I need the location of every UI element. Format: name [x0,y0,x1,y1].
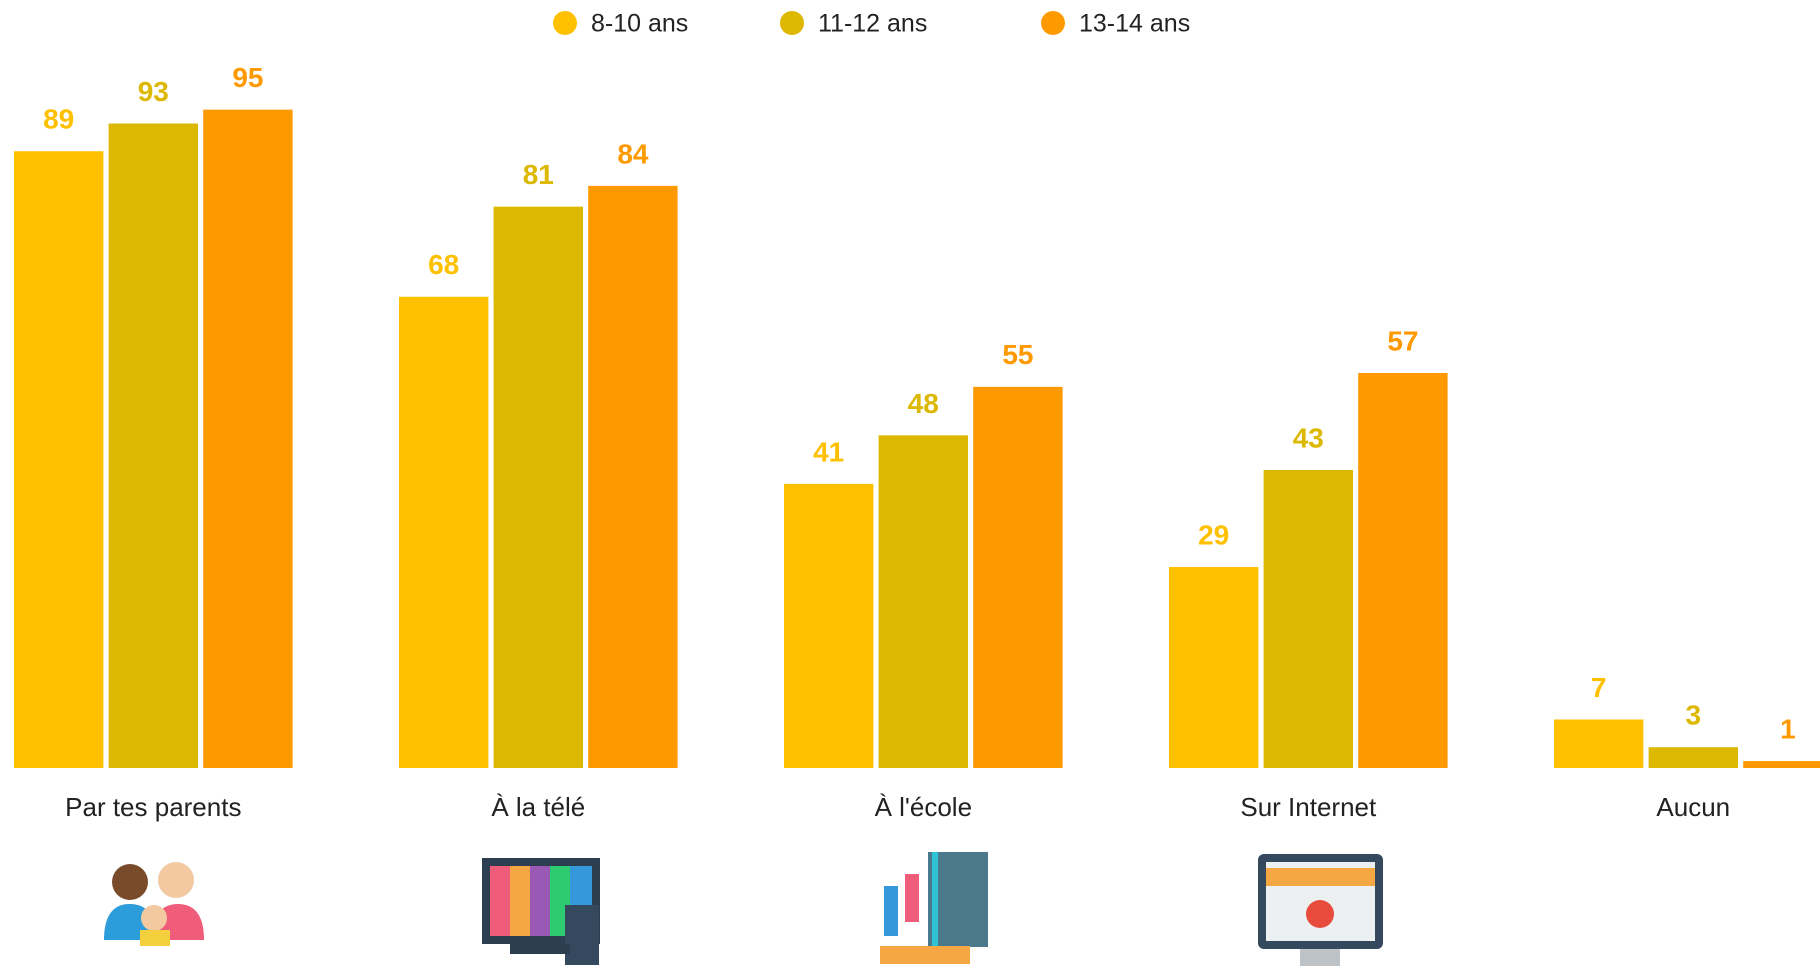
value-label: 81 [523,159,554,190]
value-label: 29 [1198,519,1229,550]
icon-parents [104,862,204,946]
value-label: 89 [43,104,74,135]
bar [14,151,104,769]
value-label: 84 [617,138,649,169]
bar [588,185,678,768]
bar [1743,761,1820,768]
bar [784,483,874,768]
value-label: 1 [1780,713,1796,744]
value-label: 95 [232,62,263,93]
legend-marker [1041,11,1065,35]
icon-school [880,852,988,964]
value-label: 7 [1591,672,1607,703]
bar [399,296,489,768]
bar [1263,470,1353,768]
bar [1358,372,1448,768]
bar [1169,567,1259,768]
legend-label: 13-14 ans [1079,10,1190,38]
bar [878,435,968,768]
value-label: 3 [1686,700,1702,731]
legend-label: 8-10 ans [591,10,688,38]
category-label: Sur Internet [1240,792,1377,822]
value-label: 41 [813,436,844,467]
bar [493,206,583,769]
value-label: 43 [1293,422,1324,453]
icon-internet [1258,854,1383,966]
value-label: 48 [908,388,939,419]
legend-marker [553,11,577,35]
value-label: 68 [428,249,459,280]
legend-label: 11-12 ans [818,10,927,38]
category-label: Aucun [1656,792,1730,822]
bar [973,386,1063,768]
icon-tv [482,858,600,965]
category-label: Par tes parents [65,792,241,822]
bar [108,123,198,768]
category-label: À l'école [875,792,972,822]
value-label: 55 [1002,339,1033,370]
bar [1554,719,1644,768]
value-label: 57 [1387,325,1418,356]
legend-marker [780,11,804,35]
value-label: 93 [138,76,169,107]
category-label: À la télé [491,792,585,822]
bar [203,109,293,768]
bar [1648,747,1738,768]
